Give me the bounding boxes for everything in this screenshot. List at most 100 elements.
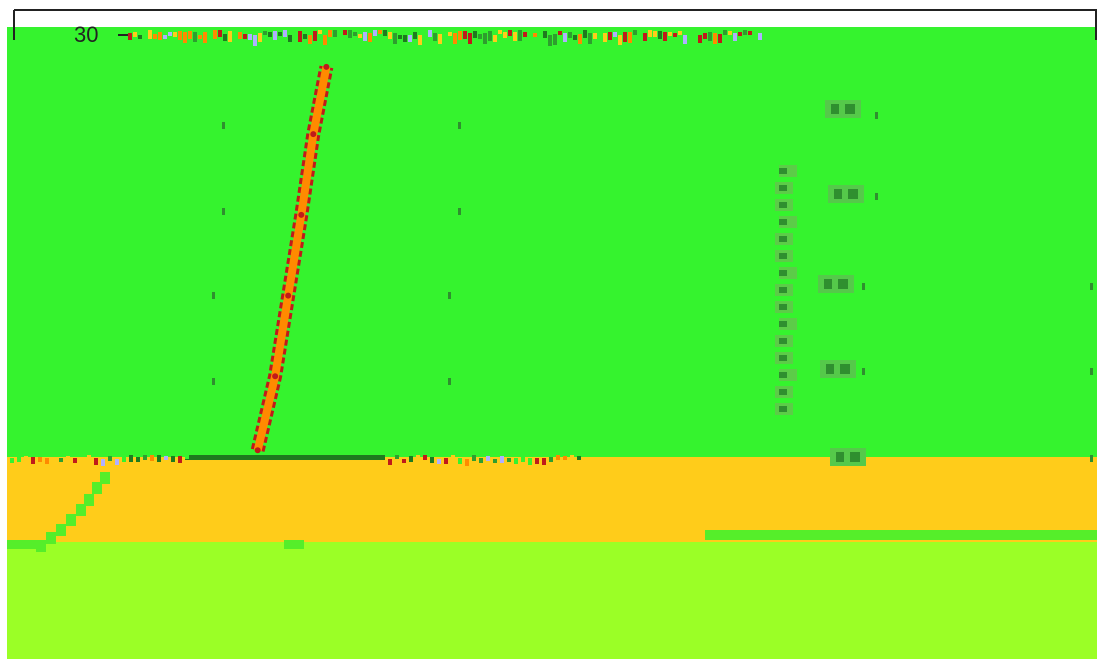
grid-dot — [862, 283, 865, 290]
baseline-noise-mark — [136, 457, 140, 462]
top-noise-strip-mark — [603, 33, 607, 42]
top-noise-strip-mark — [433, 33, 437, 41]
top-noise-strip-mark — [698, 35, 702, 43]
top-noise-strip-mark — [178, 31, 182, 40]
top-noise-strip-mark — [253, 35, 257, 46]
baseline-noise-mark — [122, 457, 126, 462]
grid-dot — [212, 378, 215, 385]
top-noise-strip-mark — [498, 30, 502, 34]
baseline-noise-mark — [185, 455, 189, 459]
label-cluster-mark — [848, 189, 858, 199]
top-noise-strip-mark — [258, 33, 262, 42]
top-noise-strip-mark — [718, 34, 722, 43]
top-noise-strip-mark — [583, 30, 587, 38]
top-noise-strip-mark — [308, 35, 312, 44]
top-noise-strip-mark — [163, 35, 167, 39]
top-noise-strip-mark — [458, 31, 462, 40]
top-noise-strip-mark — [643, 33, 647, 41]
grid-dot — [222, 122, 225, 129]
top-noise-strip-mark — [493, 35, 497, 42]
top-noise-strip-mark — [348, 30, 352, 38]
top-noise-strip-mark — [633, 30, 637, 35]
rotated-label-glyph-core — [779, 321, 787, 327]
top-noise-strip-mark — [488, 31, 492, 41]
baseline-noise-mark — [164, 456, 168, 460]
top-noise-strip-mark — [453, 33, 457, 44]
top-noise-strip-mark — [333, 30, 337, 37]
top-noise-strip-mark — [263, 31, 267, 35]
staircase-step — [92, 482, 102, 494]
top-noise-strip-mark — [283, 30, 287, 37]
top-noise-strip-mark — [388, 32, 392, 39]
baseline-noise-mark — [549, 457, 553, 462]
baseline-noise-mark — [465, 459, 469, 466]
top-noise-strip-mark — [713, 33, 717, 44]
top-noise-strip-mark — [438, 34, 442, 44]
baseline-noise-mark — [500, 456, 504, 463]
baseline-noise-mark — [458, 458, 462, 464]
baseline-noise-mark — [430, 457, 434, 463]
baseline-noise-mark — [157, 455, 161, 462]
lower-notch — [284, 540, 304, 549]
baseline-noise-mark — [80, 457, 84, 462]
top-noise-strip-mark — [313, 31, 317, 41]
label-cluster-mark — [845, 104, 855, 114]
baseline-noise-mark — [171, 456, 175, 462]
top-noise-strip-mark — [153, 34, 157, 39]
top-noise-strip-mark — [218, 30, 222, 37]
top-noise-strip-mark — [428, 30, 432, 37]
top-noise-strip-mark — [198, 35, 202, 39]
label-cluster — [818, 275, 854, 293]
rotated-label-glyph-core — [779, 185, 787, 191]
staircase-step — [100, 472, 110, 484]
baseline-noise-mark — [437, 459, 441, 464]
top-noise-strip-mark — [343, 30, 347, 35]
top-noise-strip-mark — [293, 30, 297, 37]
baseline-noise-mark — [472, 455, 476, 461]
staircase-step — [46, 532, 56, 544]
baseline-noise-mark — [115, 459, 119, 465]
top-noise-strip-mark — [528, 34, 532, 39]
baseline-noise-mark — [388, 459, 392, 465]
rotated-label-glyph-core — [779, 202, 787, 208]
top-noise-strip-mark — [288, 35, 292, 42]
top-noise-strip-mark — [503, 32, 507, 38]
top-noise-strip-mark — [543, 31, 547, 38]
grid-dot — [875, 112, 878, 119]
grid-dot — [1090, 455, 1093, 462]
top-noise-strip-mark — [223, 34, 227, 41]
top-noise-strip-mark — [613, 32, 617, 37]
top-noise-strip-mark — [158, 32, 162, 40]
baseline-noise-mark — [451, 455, 455, 460]
top-noise-strip-mark — [478, 34, 482, 39]
top-noise-strip-mark — [243, 34, 247, 39]
top-noise-strip-mark — [558, 31, 562, 35]
baseline-noise-mark — [535, 458, 539, 464]
top-noise-strip-mark — [608, 32, 612, 40]
top-noise-strip-mark — [143, 31, 147, 38]
top-noise-strip-mark — [443, 35, 447, 42]
top-noise-strip-mark — [328, 30, 332, 37]
series-point — [254, 447, 261, 454]
baseline-noise-mark — [94, 458, 98, 465]
rotated-label-glyph-core — [779, 389, 787, 395]
rotated-label-glyph-core — [779, 338, 787, 344]
series-point — [298, 211, 305, 218]
top-noise-strip-mark — [548, 35, 552, 46]
top-noise-strip-mark — [743, 30, 747, 35]
top-noise-strip-mark — [173, 32, 177, 37]
staircase-step — [76, 504, 86, 516]
baseline-noise-mark — [178, 456, 182, 463]
top-noise-strip-mark — [318, 30, 322, 34]
top-noise-strip-mark — [463, 31, 467, 39]
top-noise-strip-mark — [568, 32, 572, 38]
grid-dot — [212, 292, 215, 299]
top-noise-strip-mark — [403, 35, 407, 42]
baseline-noise-mark — [486, 456, 490, 461]
top-noise-strip-mark — [368, 33, 372, 42]
baseline-noise-mark — [528, 458, 532, 465]
baseline-noise-mark — [24, 456, 28, 462]
rotated-label-glyph-core — [779, 355, 787, 361]
top-noise-strip-mark — [588, 33, 592, 44]
